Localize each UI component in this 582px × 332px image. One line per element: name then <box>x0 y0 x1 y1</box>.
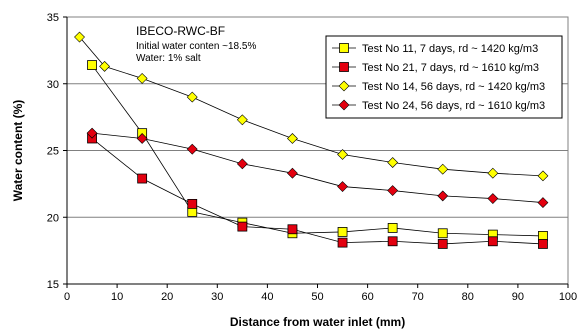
data-point <box>87 60 97 70</box>
data-point <box>137 173 148 184</box>
series-3 <box>74 31 549 182</box>
data-point <box>74 31 85 43</box>
y-tick-label: 25 <box>47 146 59 158</box>
data-point <box>337 237 348 248</box>
y-tick-labels: 15 20 25 30 35 <box>47 12 59 291</box>
annotation-line-1: Initial water conten ~18.5% <box>136 41 256 52</box>
data-point <box>387 223 398 233</box>
data-point <box>236 114 248 126</box>
data-point <box>537 197 549 208</box>
x-tick-label: 0 <box>64 291 70 303</box>
x-tick-label: 60 <box>361 291 373 303</box>
y-tick-label: 20 <box>47 212 59 224</box>
data-point <box>487 193 499 204</box>
series-line <box>91 138 543 245</box>
annotation-line-2: Water: 1% salt <box>136 53 201 64</box>
legend-item: Test No 11, 7 days, rd ~ 1420 kg/m3 <box>332 43 538 55</box>
data-point <box>86 127 98 139</box>
data-point <box>186 91 198 103</box>
data-point <box>487 236 498 247</box>
data-point <box>287 167 298 179</box>
x-tick-label: 30 <box>211 291 223 303</box>
data-point <box>537 170 549 182</box>
legend-label: Test No 24, 56 days, rd ~ 1610 kg/m3 <box>362 100 545 112</box>
data-point <box>387 185 399 196</box>
data-point <box>337 149 348 160</box>
data-point <box>337 227 348 237</box>
data-point <box>236 158 248 170</box>
data-point <box>136 72 148 84</box>
legend: Test No 11, 7 days, rd ~ 1420 kg/m3 Test … <box>325 35 563 119</box>
axes <box>63 16 569 288</box>
y-tick-label: 35 <box>47 12 59 24</box>
data-point <box>437 163 449 175</box>
y-tick-label: 15 <box>47 279 59 291</box>
series-line <box>92 132 543 203</box>
data-point <box>136 133 148 144</box>
x-tick-label: 10 <box>111 291 123 303</box>
data-point <box>186 143 198 155</box>
data-point <box>339 62 349 72</box>
data-point <box>387 157 399 168</box>
x-tick-label: 90 <box>512 291 524 303</box>
data-point <box>387 236 398 247</box>
annotation-title: IBECO-RWC-BF <box>136 24 225 38</box>
legend-label: Test No 11, 7 days, rd ~ 1420 kg/m3 <box>362 43 538 55</box>
data-point <box>487 167 499 179</box>
data-point <box>437 190 449 202</box>
x-tick-labels: 0 10 20 30 40 50 60 70 80 90 100 <box>64 291 577 303</box>
x-tick-label: 100 <box>559 291 577 303</box>
x-tick-label: 50 <box>311 291 323 303</box>
annotation-box: IBECO-RWC-BF Initial water conten ~18.5%… <box>132 20 262 66</box>
legend-item: Test No 21, 7 days, rd ~ 1610 kg/m3 <box>332 62 539 74</box>
data-point <box>338 80 350 92</box>
x-axis-label: Distance from water inlet (mm) <box>230 315 405 329</box>
data-point <box>99 60 110 72</box>
y-tick-label: 30 <box>47 79 59 91</box>
data-point <box>287 224 298 235</box>
data-point <box>437 228 448 239</box>
data-point <box>339 43 349 53</box>
series-2 <box>87 133 548 249</box>
x-tick-label: 70 <box>412 291 424 303</box>
data-point <box>437 239 448 249</box>
data-point <box>338 99 350 111</box>
legend-item: Test No 24, 56 days, rd ~ 1610 kg/m3 <box>332 99 545 112</box>
series-layer <box>74 31 549 249</box>
y-axis-label: Water content (%) <box>11 100 25 202</box>
x-tick-label: 40 <box>261 291 273 303</box>
legend-label: Test No 14, 56 days, rd ~ 1420 kg/m3 <box>362 81 545 93</box>
series-4 <box>86 127 549 208</box>
x-tick-label: 80 <box>462 291 474 303</box>
legend-label: Test No 21, 7 days, rd ~ 1610 kg/m3 <box>362 62 539 74</box>
data-point <box>538 239 548 249</box>
data-point <box>237 221 248 232</box>
data-point <box>187 198 198 209</box>
x-tick-label: 20 <box>161 291 173 303</box>
legend-item: Test No 14, 56 days, rd ~ 1420 kg/m3 <box>332 80 545 93</box>
series-line <box>91 64 543 237</box>
data-point <box>287 133 298 144</box>
data-point <box>337 181 348 192</box>
